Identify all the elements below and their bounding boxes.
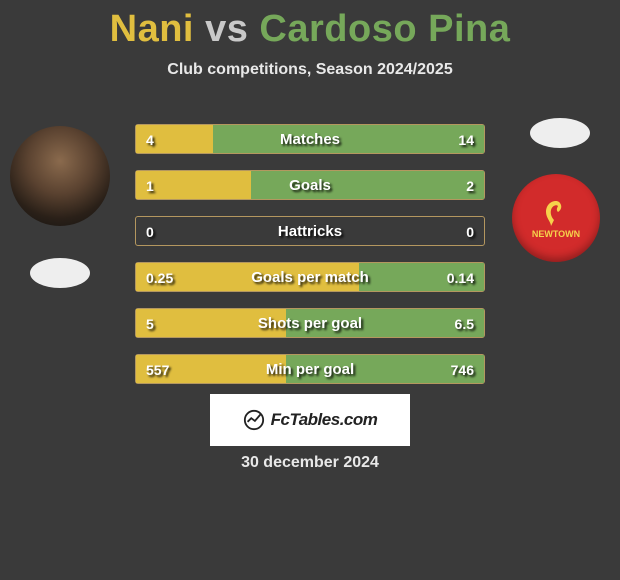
- club-badge-text: NEWTOWN: [532, 198, 580, 239]
- footer-date: 30 december 2024: [0, 454, 620, 472]
- stat-value-right: 0: [466, 217, 474, 247]
- title-vs: vs: [205, 8, 248, 50]
- stat-row: 4Matches14: [135, 124, 485, 154]
- stat-value-left: 0: [146, 217, 154, 247]
- stat-bar-right: [213, 125, 484, 153]
- fctables-logo-icon: [243, 409, 265, 431]
- stat-label: Hattricks: [136, 217, 484, 247]
- stat-bar-right: [251, 171, 484, 199]
- stat-bar-left: [136, 355, 286, 383]
- stat-bar-right: [286, 355, 484, 383]
- stat-row: 557Min per goal746: [135, 354, 485, 384]
- stat-bar-right: [359, 263, 484, 291]
- stat-row: 5Shots per goal6.5: [135, 308, 485, 338]
- stats-bars: 4Matches14 1Goals2 0Hattricks0 0.25Goals pe…: [135, 124, 485, 400]
- subtitle: Club competitions, Season 2024/2025: [0, 61, 620, 79]
- footer-brand-badge: FcTables.com: [210, 394, 410, 446]
- player-right-name: Cardoso Pina: [259, 8, 510, 50]
- player-left-flag: [30, 258, 90, 288]
- stat-bar-left: [136, 263, 359, 291]
- stat-bar-left: [136, 309, 286, 337]
- player-right-club-badge: NEWTOWN: [512, 174, 600, 262]
- player-left-avatar: [10, 126, 110, 226]
- stat-bar-left: [136, 125, 213, 153]
- stat-bar-right: [286, 309, 484, 337]
- player-right-flag: [530, 118, 590, 148]
- stat-row: 0Hattricks0: [135, 216, 485, 246]
- player-left-name: Nani: [110, 8, 194, 50]
- stat-row: 1Goals2: [135, 170, 485, 200]
- footer-brand-text: FcTables.com: [271, 410, 378, 430]
- stat-bar-left: [136, 171, 251, 199]
- comparison-title: Nani vs Cardoso Pina: [0, 0, 620, 51]
- stat-row: 0.25Goals per match0.14: [135, 262, 485, 292]
